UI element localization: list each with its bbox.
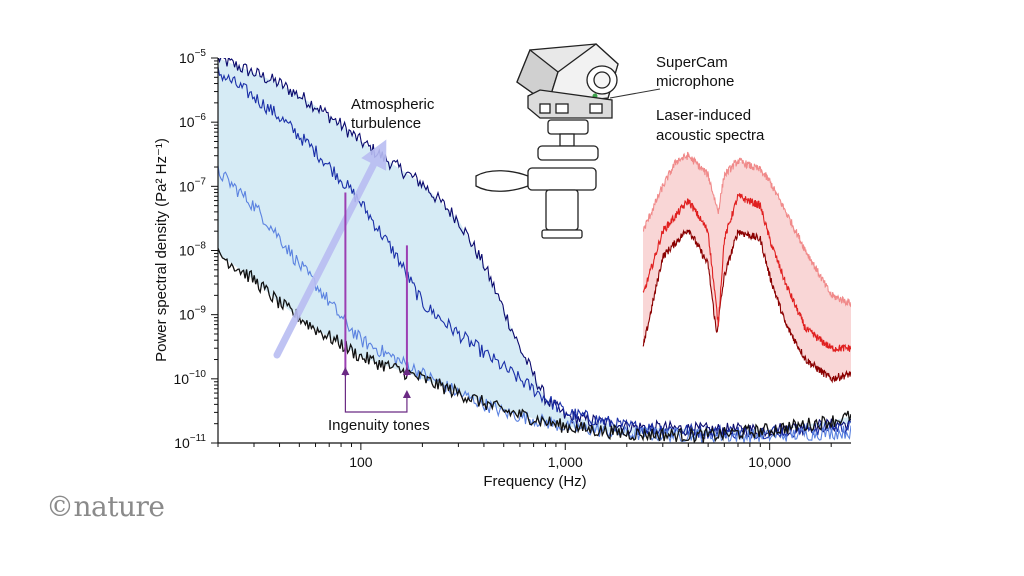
y-tick-label: 10−10 <box>173 369 206 387</box>
series-line-6 <box>642 193 851 353</box>
y-tick-label: 10−5 <box>179 48 206 66</box>
y-tick-label: 10−7 <box>179 176 206 194</box>
ingenuity-tone-arrow <box>402 367 411 375</box>
mic-leader-line <box>609 88 661 99</box>
mic-label-1: SuperCam <box>656 54 728 71</box>
laser-label-2: acoustic spectra <box>656 127 765 144</box>
x-tick-label: 1,000 <box>548 454 583 470</box>
turbulence-range-fill <box>218 58 851 436</box>
series-line-2 <box>218 66 851 440</box>
supercam-drawing <box>475 43 619 239</box>
nature-brand-logo: ©nature <box>46 490 165 523</box>
mic-label-2: microphone <box>656 73 734 90</box>
y-axis-title: Power spectral density (Pa² Hz⁻¹) <box>153 138 170 362</box>
series-line-4 <box>218 248 851 443</box>
y-tick-label: 10−9 <box>179 305 206 323</box>
series-line-7 <box>642 151 851 308</box>
y-tick-label: 10−8 <box>179 241 206 259</box>
ingenuity-tones <box>341 192 411 413</box>
x-tick-label: 100 <box>349 454 373 470</box>
series-layer <box>218 58 851 443</box>
laser-label-1: Laser-induced <box>656 107 751 124</box>
laser-range-fill <box>643 156 851 379</box>
series-line-3 <box>218 165 851 443</box>
x-ticks: 100 1,000 10,000 <box>217 443 832 470</box>
y-tick-label: 10−11 <box>174 433 206 451</box>
y-ticks: 10−5 10−6 10−7 10−8 10−9 10−10 10−11 <box>173 48 218 451</box>
turbulence-arrow <box>273 139 387 359</box>
series-line-5 <box>642 228 851 384</box>
ingenuity-tone-arrow <box>402 390 411 398</box>
x-axis-title: Frequency (Hz) <box>483 473 586 490</box>
ingenuity-tone-bracket <box>344 375 408 413</box>
ingenuity-tone-arrow <box>341 367 350 375</box>
turbulence-label-1: Atmospheric <box>351 96 435 113</box>
turbulence-label-2: turbulence <box>351 115 421 132</box>
x-tick-label: 10,000 <box>748 454 791 470</box>
y-tick-label: 10−6 <box>179 112 206 130</box>
ingenuity-tones-label: Ingenuity tones <box>328 417 430 434</box>
